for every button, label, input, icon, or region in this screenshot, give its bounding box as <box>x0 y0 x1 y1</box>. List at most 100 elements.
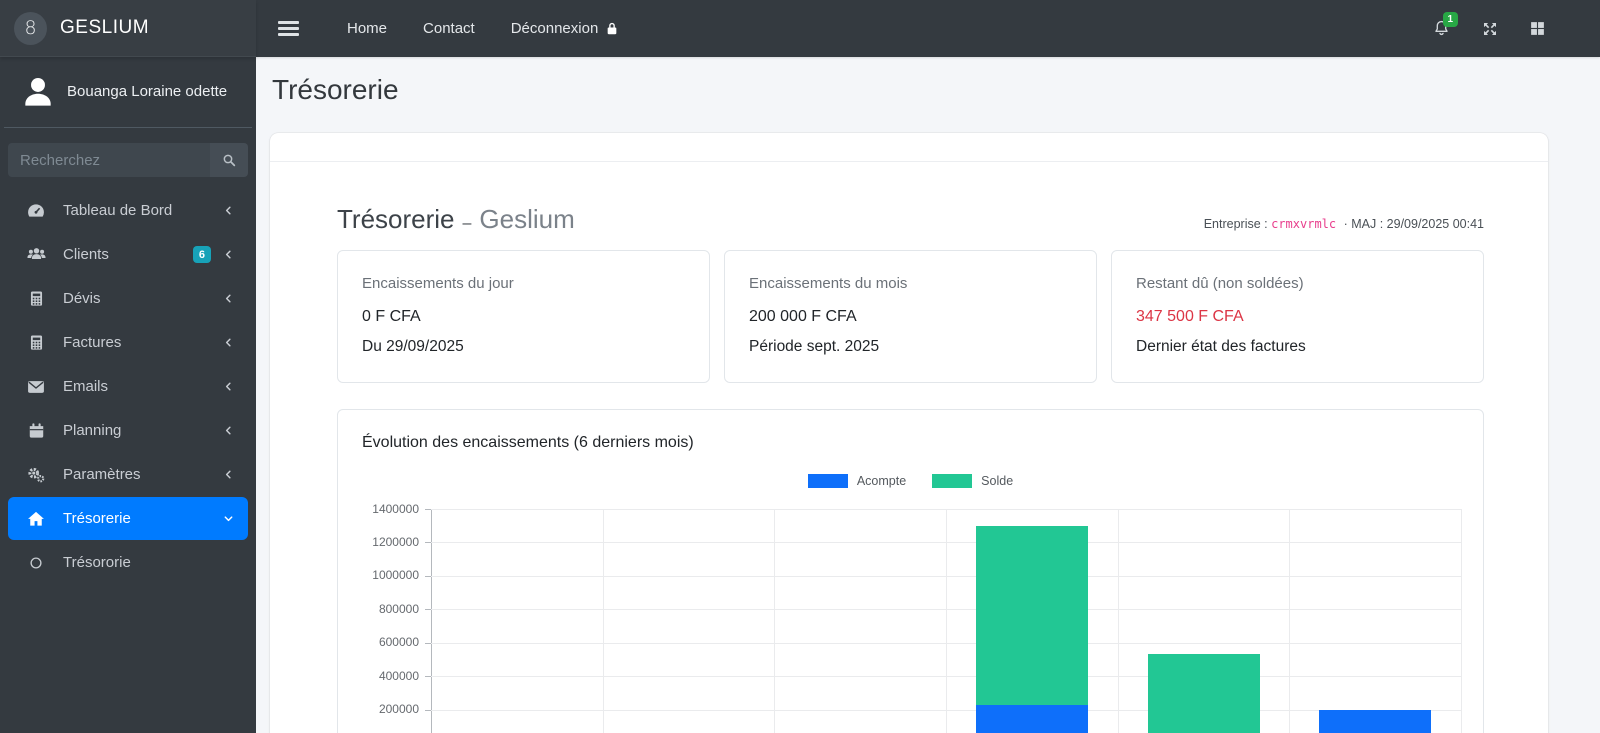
y-axis-label: 1200000 <box>372 534 419 549</box>
search-input[interactable] <box>8 143 210 177</box>
gears-icon <box>25 465 47 485</box>
legend-swatch <box>807 474 848 488</box>
stat-value: 200 000 F CFA <box>749 308 857 325</box>
main-content: Trésorerie Trésorerie – Geslium Entreprise… <box>256 0 1600 733</box>
sidebar-item-devis[interactable]: Dévis <box>8 277 248 320</box>
nav-link-home-label: Home <box>347 20 388 37</box>
stat-value: 347 500 F CFA <box>1136 308 1244 325</box>
brand[interactable]: 8 GESLIUM <box>0 0 256 57</box>
hamburger-menu-icon[interactable] <box>278 18 299 39</box>
y-axis-tick <box>425 642 431 644</box>
sidebar-item-clients[interactable]: Clients 6 <box>8 233 248 276</box>
sidebar-item-label: Dévis <box>63 290 101 307</box>
y-axis-line <box>431 509 432 733</box>
stat-subtitle: Du 29/09/2025 <box>362 338 464 355</box>
brand-name: GESLIUM <box>60 17 150 38</box>
sidebar-item-label: Factures <box>63 334 122 351</box>
sidebar-item-tableau-de-bord[interactable]: Tableau de Bord <box>8 189 248 232</box>
user-panel[interactable]: Bouanga Loraine odette <box>4 57 252 128</box>
sidebar-item-label: Emails <box>63 378 109 395</box>
y-axis-label: 400000 <box>378 668 419 683</box>
bar-acompte-month-4 <box>975 704 1088 733</box>
section-heading-row: Trésorerie – Geslium Entreprise : crmxvrml… <box>337 204 1484 235</box>
panel-header <box>270 133 1548 162</box>
y-axis-label: 200000 <box>378 702 419 717</box>
v-gridline <box>1461 509 1462 733</box>
nav-link-contact-label: Contact <box>423 20 475 37</box>
grid-icon <box>1529 20 1546 37</box>
chevron-left-icon <box>223 469 234 480</box>
v-gridline <box>1117 509 1119 733</box>
nav-link-deconnexion[interactable]: Déconnexion <box>493 20 639 37</box>
home-icon <box>25 509 47 529</box>
fullscreen-button[interactable] <box>1481 20 1499 38</box>
y-axis-tick <box>425 676 431 678</box>
stat-title: Encaissements du mois <box>749 275 908 292</box>
legend-item-solde[interactable]: Solde <box>932 474 1013 488</box>
chart-plot-area: 200000 400000 600000 800000 1000000 1200000 14… <box>372 502 1462 733</box>
v-gridline <box>602 509 604 733</box>
entreprise-meta: Entreprise : crmxvrmlc · MAJ : 29/09/202… <box>1204 217 1484 231</box>
chevron-down-icon <box>223 513 234 524</box>
circle-icon <box>25 554 47 572</box>
y-axis-tick <box>425 542 431 544</box>
sidebar-item-planning[interactable]: Planning <box>8 409 248 452</box>
nav-link-deconnexion-label: Déconnexion <box>510 20 599 37</box>
legend-label: Acompte <box>856 474 907 488</box>
sidebar-item-label: Trésororie <box>63 554 131 571</box>
chart-legend: Acompte Solde <box>338 474 1483 488</box>
envelope-icon <box>25 377 47 397</box>
search-icon <box>221 152 237 168</box>
sidebar-item-label: Tableau de Bord <box>63 202 173 219</box>
sidebar-item-label: Clients <box>63 246 109 263</box>
sidebar-item-factures[interactable]: Factures <box>8 321 248 364</box>
user-name: Bouanga Loraine odette <box>67 82 228 100</box>
sidebar-item-emails[interactable]: Emails <box>8 365 248 408</box>
legend-swatch <box>932 474 973 488</box>
y-axis-tick <box>425 609 431 611</box>
app-logo-icon: 8 <box>14 11 47 45</box>
chevron-left-icon <box>223 293 234 304</box>
nav-link-home[interactable]: Home <box>329 20 405 37</box>
sidebar-item-label: Paramètres <box>63 466 141 483</box>
apps-grid-button[interactable] <box>1529 20 1546 37</box>
stat-value: 0 F CFA <box>362 308 421 325</box>
lock-icon <box>604 21 620 37</box>
gauge-icon <box>25 201 47 221</box>
nav-right-icons: 1 <box>1432 12 1600 38</box>
y-axis-label: 1400000 <box>372 501 419 516</box>
sidebar-item-tresororie[interactable]: Trésororie <box>8 541 248 584</box>
calendar-icon <box>25 421 47 440</box>
y-axis-label: 600000 <box>378 635 419 650</box>
sidebar: 8 GESLIUM Bouanga Loraine odette Tableau… <box>0 0 256 733</box>
y-axis-label: 1000000 <box>372 568 419 583</box>
maj-timestamp: · MAJ : 29/09/2025 00:41 <box>1343 217 1484 231</box>
chevron-left-icon <box>223 205 234 216</box>
calculator-icon <box>25 289 47 308</box>
bar-solde-month-4 <box>975 525 1088 705</box>
section-title-separator: – <box>462 215 472 232</box>
nav-links: Home Contact Déconnexion <box>329 20 638 37</box>
sidebar-item-tresorerie[interactable]: Trésorerie <box>8 497 248 540</box>
v-gridline <box>1289 509 1291 733</box>
sidebar-item-parametres[interactable]: Paramètres <box>8 453 248 496</box>
search-button[interactable] <box>210 143 248 177</box>
stats-row: Encaissements du jour 0 F CFA Du 29/09/202… <box>337 250 1484 383</box>
legend-item-acompte[interactable]: Acompte <box>807 474 907 488</box>
calculator-icon <box>25 333 47 352</box>
notifications-button[interactable]: 1 <box>1432 12 1458 38</box>
chart-title: Évolution des encaissements (6 derniers … <box>362 434 694 451</box>
legend-label: Solde <box>981 474 1014 488</box>
sidebar-menu: Tableau de Bord Clients 6 Dévis Factures Emai… <box>0 189 256 584</box>
v-gridline <box>946 509 947 733</box>
bar-acompte-month-6 <box>1319 709 1432 733</box>
y-axis-tick <box>425 709 431 711</box>
top-navbar: Home Contact Déconnexion 1 <box>256 0 1600 57</box>
nav-link-contact[interactable]: Contact <box>405 20 493 37</box>
chevron-left-icon <box>223 381 234 392</box>
users-icon <box>25 244 47 265</box>
stat-card: Restant dû (non soldées) 347 500 F CFA Der… <box>1111 250 1484 383</box>
stat-card: Encaissements du mois 200 000 F CFA Périod… <box>724 250 1097 383</box>
sidebar-item-label: Trésorerie <box>63 510 131 527</box>
stat-title: Encaissements du jour <box>362 275 514 292</box>
